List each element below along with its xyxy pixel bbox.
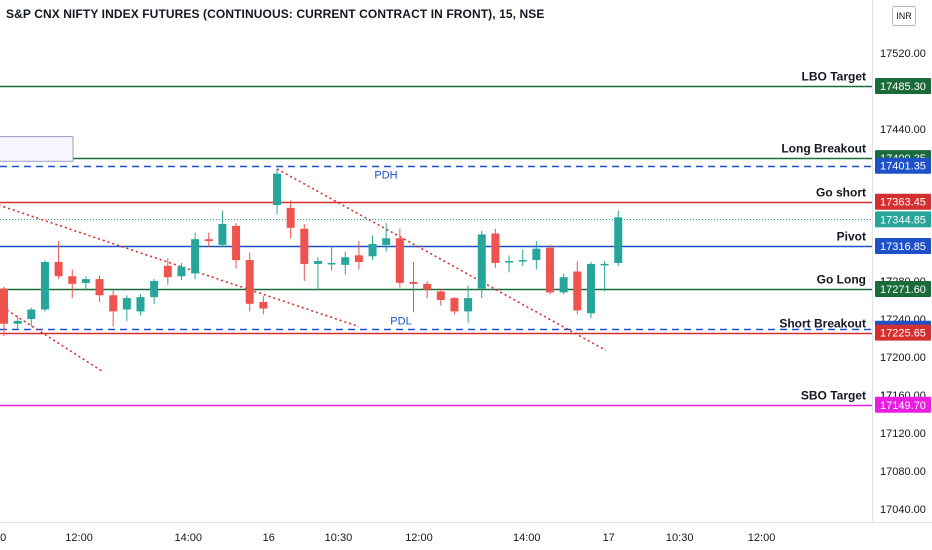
level-label: Go Long [817,273,866,287]
candle-body [423,283,432,290]
candle-body [245,260,254,304]
rectangle-annotation [0,136,74,162]
price-badge [875,193,931,210]
candle-body [491,233,500,263]
price-badge-label: 17344.85 [880,214,926,226]
candle-body [54,262,63,277]
time-tick-label: 14:00 [513,532,541,544]
time-tick-label: 10:30 [325,532,353,544]
candle-body [27,309,36,319]
trendline [0,204,360,328]
candle-body [600,263,609,266]
candle-body [436,291,445,300]
currency-button[interactable]: INR [892,6,916,26]
candle-body [409,281,418,284]
time-tick-label: 14:00 [175,532,203,544]
candle-body [586,263,595,314]
time-tick-label: 16 [263,532,275,544]
candle-body [286,207,295,228]
candle-body [573,271,582,311]
candle-body [136,297,145,312]
candles-layer [0,168,623,337]
price-badge [875,280,931,297]
trendline [0,304,105,373]
candle-body [450,298,459,312]
price-badge-label: 17363.45 [880,197,926,209]
price-badge-label: 17225.65 [880,328,926,340]
price-badge [875,77,931,94]
candle-body [150,281,159,298]
level-label: Short Breakout [779,317,866,331]
candle-body [313,261,322,264]
candle-body [477,234,486,289]
pdh-label: PDH [374,170,397,182]
price-badge-label: 17149.70 [880,400,926,412]
price-badge [875,324,931,341]
price-tick-label: 17120.00 [880,428,926,440]
candle-body [273,173,281,205]
time-tick-label: 12:00 [65,532,93,544]
candle-body [368,243,377,257]
level-label: Go short [816,186,866,200]
candle-body [163,265,172,278]
candle-body [191,239,200,274]
time-tick-label: 12:00 [405,532,433,544]
level-label: Long Breakout [781,142,866,156]
candle-body [218,224,227,245]
candle-body [204,239,213,242]
time-tick-label: 12:00 [748,532,776,544]
candle-body [327,262,336,265]
price-badge-label: 17401.35 [880,161,926,173]
chart-title: S&P CNX NIFTY INDEX FUTURES (CONTINUOUS:… [6,7,545,21]
price-tick-label: 17520.00 [880,48,926,60]
price-tick-label: 17040.00 [880,504,926,516]
price-badge [875,157,931,174]
time-axis: :30 12:00 14:00 16 10:30 12:00 14:00 17 10:30 12:… [0,522,932,544]
candle-body [300,228,309,264]
candle-body [95,279,104,296]
candle-body [614,217,623,263]
candle-body [81,279,90,283]
time-tick-label: 10:30 [666,532,694,544]
candle-body [122,298,131,310]
candle-body [354,255,363,262]
candle-body [259,301,268,309]
candle-body [13,320,22,324]
price-badge [875,237,931,254]
candle-body [177,266,186,277]
candle-body [464,298,473,312]
candle-body [232,225,241,261]
price-tick-label: 17440.00 [880,124,926,136]
price-axis: 17040.0017080.0017120.0017160.0017200.00… [872,0,931,522]
price-tick-label: 17080.00 [880,466,926,478]
candle-body [0,288,8,324]
price-badge [875,211,931,228]
candle-body [505,261,514,263]
annotations-layer: PDH PDL [0,136,412,328]
candle-body [395,238,404,283]
candle-body [382,238,391,245]
level-label: Pivot [837,230,866,244]
candle-body [532,248,541,261]
level-lines-layer: LBO Target Long Breakout Go short Pivot Go L… [0,70,872,407]
price-badge-label: 17316.85 [880,241,926,253]
time-tick-label: :30 [0,532,6,544]
price-badge-label: 17271.60 [880,284,926,296]
time-tick-label: 17 [603,532,615,544]
candle-body [559,277,568,293]
pdl-label: PDL [390,316,411,328]
candle-body [341,257,350,265]
price-badge-label: 17485.30 [880,81,926,93]
candle-body [518,260,527,262]
level-label: SBO Target [801,389,866,403]
price-tick-label: 17200.00 [880,352,926,364]
candle-body [109,295,118,312]
price-badge [875,396,931,413]
candle-body [546,247,554,293]
candle-body [40,262,49,310]
level-label: LBO Target [802,70,866,84]
candle-body [68,276,77,284]
